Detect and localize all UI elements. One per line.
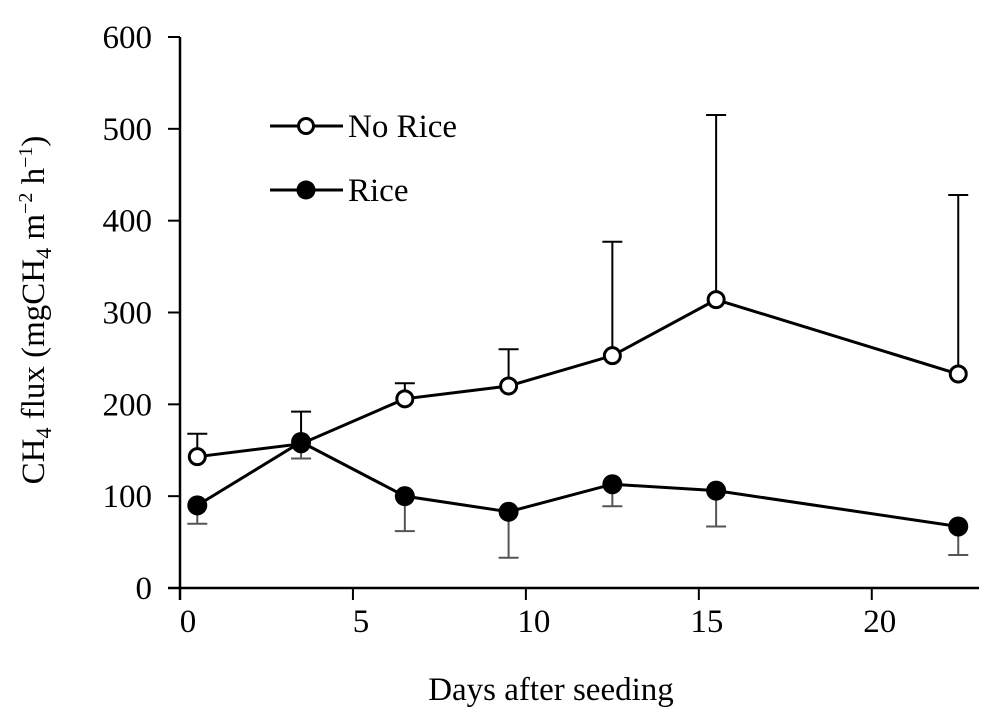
- data-point-no-rice: [499, 376, 519, 396]
- error-bars: [187, 114, 969, 559]
- legend-label-rice: Rice: [348, 173, 408, 209]
- y-tick-label: 400: [103, 204, 153, 240]
- legend-label-no-rice: No Rice: [348, 109, 457, 145]
- y-title-unit-m: m: [16, 214, 52, 248]
- data-point-rice: [602, 474, 623, 495]
- x-ticks: 0 5 10 15 20: [179, 588, 896, 640]
- y-axis-title: CH4 flux (mgCH4 m−2 h−1): [15, 136, 56, 485]
- data-point-no-rice: [187, 447, 207, 467]
- y-tick-label: 600: [103, 20, 153, 56]
- data-point-rice: [498, 501, 519, 522]
- y-tick-label: 200: [103, 387, 153, 423]
- data-point-rice: [394, 486, 415, 507]
- legend: No Rice Rice: [270, 109, 457, 209]
- y-title-sup-m: −2: [15, 193, 37, 214]
- data-point-rice: [187, 495, 208, 516]
- data-point-rice: [706, 480, 727, 501]
- legend-item-rice: Rice: [270, 173, 408, 209]
- y-title-suffix: ): [16, 136, 52, 147]
- y-title-sub1: 4: [31, 428, 56, 439]
- y-ticks: 0 100 200 300 400 500 600: [103, 20, 180, 607]
- data-point-no-rice: [602, 346, 622, 366]
- series-lines: [196, 298, 959, 528]
- y-title-sub2: 4: [31, 248, 56, 259]
- axes: [168, 37, 979, 600]
- data-point-no-rice: [395, 389, 415, 409]
- legend-marker-rice: [296, 180, 316, 200]
- x-tick-label: 15: [690, 604, 723, 640]
- legend-item-no-rice: No Rice: [270, 109, 457, 145]
- legend-marker-no-rice: [297, 117, 315, 135]
- y-title-unit-h: h: [16, 167, 52, 192]
- y-tick-label: 500: [103, 112, 153, 148]
- markers: [187, 290, 969, 537]
- x-tick-label: 5: [353, 604, 370, 640]
- data-point-no-rice: [948, 364, 968, 384]
- data-point-rice: [948, 516, 969, 537]
- y-title-middle: flux (mgCH: [16, 259, 52, 428]
- x-axis-title: Days after seeding: [428, 672, 674, 708]
- x-tick-label: 0: [180, 604, 197, 640]
- x-tick-label: 10: [517, 604, 550, 640]
- data-point-no-rice: [706, 290, 726, 310]
- y-tick-label: 0: [136, 571, 153, 607]
- series-line-no-rice: [197, 298, 959, 459]
- x-tick-label: 20: [863, 604, 896, 640]
- data-point-rice: [291, 431, 312, 452]
- y-title-sup-h: −1: [15, 147, 37, 168]
- y-tick-label: 100: [103, 479, 153, 515]
- series-line-rice: [196, 440, 959, 528]
- y-tick-label: 300: [103, 296, 153, 332]
- y-title-prefix: CH: [16, 439, 52, 485]
